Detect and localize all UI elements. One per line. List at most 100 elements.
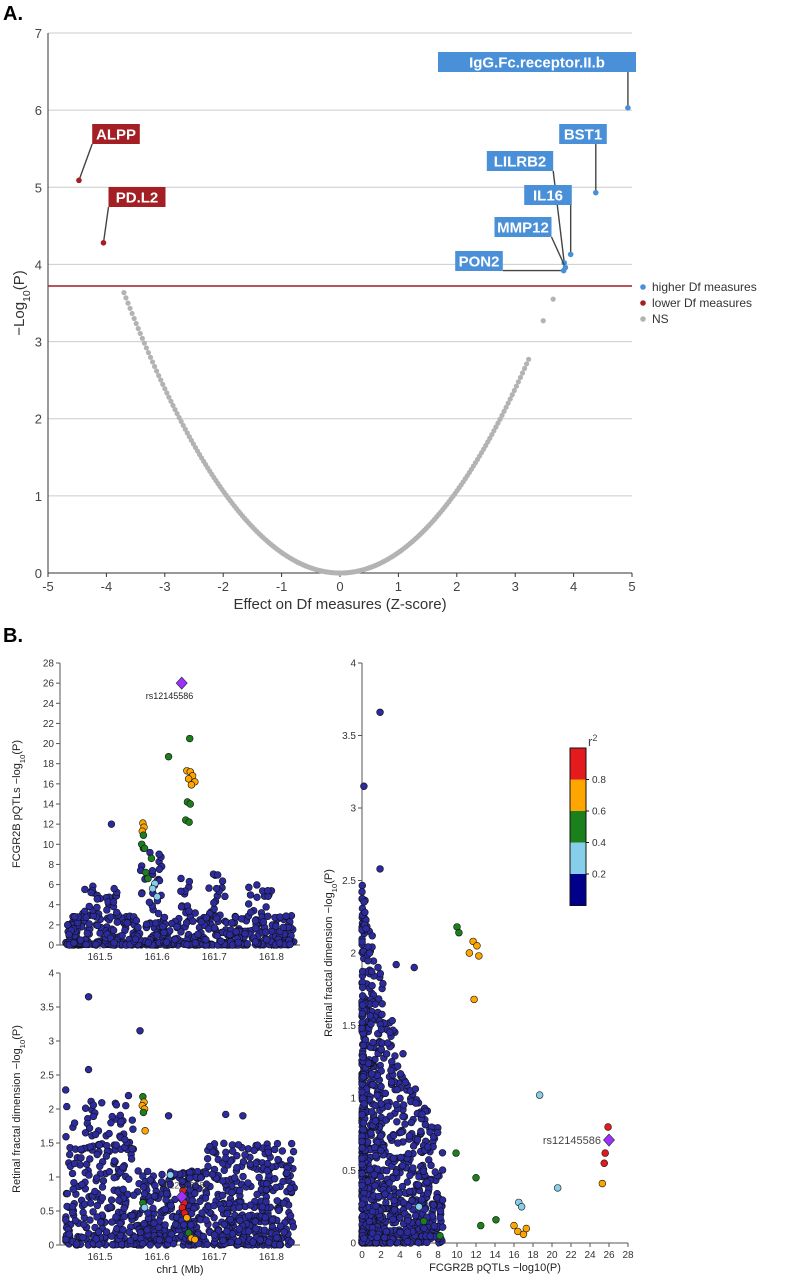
variant-point — [65, 1150, 74, 1159]
ns-point — [505, 400, 511, 406]
lead-snp-label: rs12145586 — [162, 1181, 210, 1191]
variant-point — [105, 1129, 113, 1138]
variant-point — [362, 924, 370, 933]
variant-point — [69, 1185, 77, 1193]
variant-point — [91, 1187, 99, 1196]
variant-point — [191, 1182, 200, 1190]
variant-point — [214, 871, 222, 879]
y-tick-label: 20 — [43, 739, 55, 750]
ns-point — [497, 416, 503, 422]
x-tick-label: 16 — [508, 1250, 520, 1261]
y-tick-label: 3 — [48, 1037, 54, 1048]
ld-variant-point — [510, 1221, 518, 1230]
variant-point — [63, 1189, 72, 1198]
variant-point — [115, 1196, 123, 1204]
variant-point — [358, 1200, 366, 1208]
r2-legend-border — [569, 747, 587, 906]
variant-point — [381, 1089, 390, 1098]
variant-point — [365, 1217, 374, 1226]
variant-point — [403, 1178, 412, 1186]
variant-point — [396, 1094, 404, 1103]
variant-point — [418, 1196, 426, 1204]
label-box — [92, 124, 140, 144]
variant-point — [99, 1177, 108, 1185]
variant-point — [191, 909, 199, 917]
variant-point — [243, 940, 251, 948]
variant-point — [234, 1237, 243, 1246]
legend-marker — [640, 300, 646, 306]
variant-point — [78, 1181, 86, 1189]
y-tick-label: 8 — [48, 860, 54, 871]
y-tick-label: 1 — [48, 1173, 54, 1184]
y-axis-title: FCGR2B pQTLs −log10(P) — [11, 740, 27, 868]
ns-point — [137, 330, 143, 337]
variant-point — [423, 1238, 431, 1247]
variant-point — [94, 1228, 103, 1236]
variant-point — [406, 1187, 414, 1196]
variant-point — [194, 930, 202, 938]
ns-point — [166, 394, 172, 400]
variant-point — [140, 1220, 148, 1228]
variant-point — [286, 1156, 295, 1164]
ns-point — [517, 374, 524, 381]
variant-point — [227, 1238, 235, 1247]
y-tick-label: 7 — [35, 26, 42, 41]
variant-point — [239, 1112, 247, 1120]
lead-snp-label: rs12145586 — [146, 691, 194, 701]
variant-point — [417, 1127, 425, 1136]
variant-point — [98, 1099, 106, 1107]
variant-point — [150, 1192, 159, 1201]
variant-point — [86, 1143, 94, 1151]
y-tick-label: 22 — [43, 719, 55, 730]
variant-point — [262, 1198, 270, 1206]
r2-legend-label: 0.6 — [592, 807, 606, 818]
variant-point — [392, 1168, 400, 1177]
ld-variant-point — [185, 818, 193, 826]
variant-point — [358, 1160, 366, 1169]
variant-point — [263, 1166, 271, 1175]
ns-point — [515, 379, 522, 385]
variant-point — [92, 940, 100, 949]
x-tick-label: -5 — [42, 579, 54, 594]
variant-point — [203, 1154, 212, 1163]
r2-legend-swatch — [570, 811, 586, 843]
significant-point — [625, 105, 631, 111]
variant-point — [286, 1184, 294, 1192]
ld-variant-point — [183, 1214, 191, 1222]
variant-point — [82, 913, 90, 921]
variant-point — [71, 912, 79, 921]
variant-point — [113, 918, 121, 926]
r2-legend-swatch — [570, 842, 586, 874]
x-tick-label: 161.5 — [87, 1252, 112, 1263]
variant-point — [128, 1116, 137, 1124]
variant-point — [143, 1226, 151, 1234]
variant-point — [368, 932, 376, 940]
variant-point — [171, 935, 179, 944]
variant-point — [275, 939, 284, 947]
variant-point — [145, 898, 154, 906]
r2-legend-title: r2 — [588, 733, 597, 749]
variant-point — [421, 1121, 430, 1129]
variant-point — [120, 1212, 128, 1221]
variant-point — [205, 884, 213, 892]
variant-point — [109, 898, 118, 906]
variant-point — [70, 1159, 79, 1168]
variant-point — [358, 1169, 366, 1178]
x-tick-label: -3 — [159, 579, 171, 594]
variant-point — [230, 1174, 239, 1182]
x-tick-label: 4 — [570, 579, 577, 594]
lead-snp-label: rs12145586 — [543, 1135, 601, 1147]
ld-variant-point — [191, 1235, 199, 1244]
variant-point — [76, 936, 85, 944]
gene-label: PD.L2 — [116, 190, 159, 207]
variant-point — [208, 1170, 217, 1179]
legend-label: lower Df measures — [652, 296, 752, 310]
variant-point — [262, 928, 270, 936]
variant-point — [220, 1166, 228, 1174]
variant-point — [364, 1059, 373, 1068]
variant-point — [253, 893, 261, 902]
x-tick-label: 161.5 — [87, 952, 112, 963]
variant-point — [112, 908, 121, 917]
variant-point — [155, 1223, 163, 1232]
variant-point — [253, 1141, 262, 1149]
